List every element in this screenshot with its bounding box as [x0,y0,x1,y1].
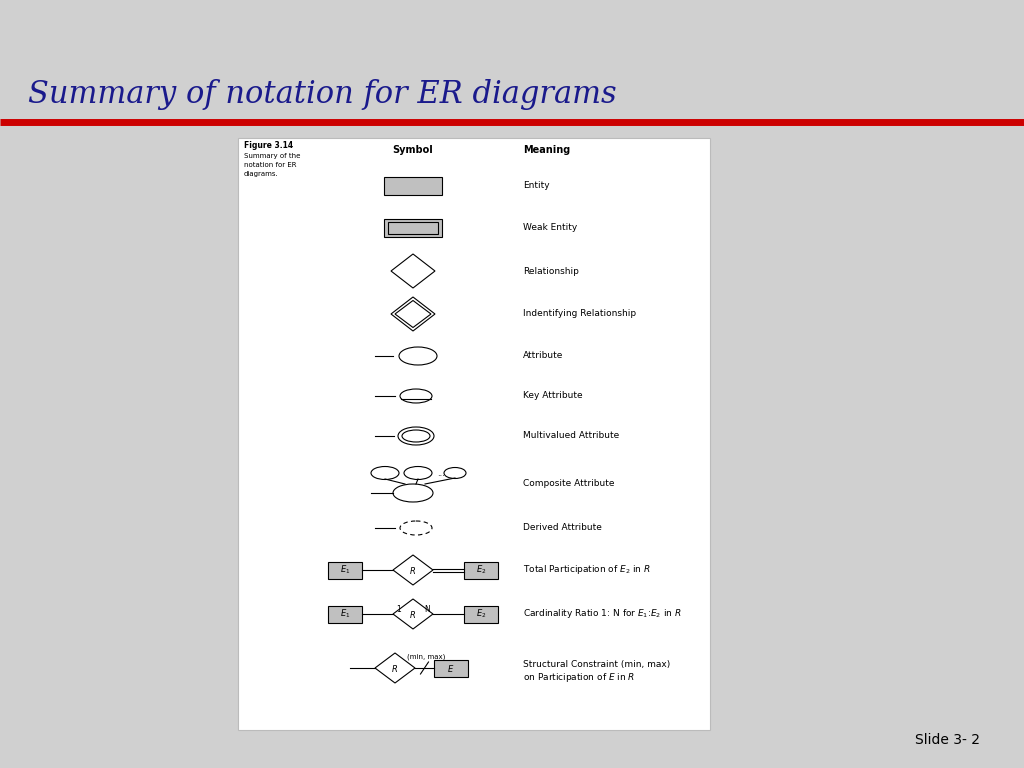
Text: $R$: $R$ [410,564,417,575]
Bar [464,605,498,623]
Text: Summary of the: Summary of the [244,153,300,159]
Ellipse shape [400,521,432,535]
Ellipse shape [393,484,433,502]
Text: $E_1$: $E_1$ [340,607,350,621]
Text: Composite Attribute: Composite Attribute [523,478,614,488]
Ellipse shape [404,466,432,479]
Ellipse shape [398,427,434,445]
Polygon shape [395,300,431,327]
Text: $E$: $E$ [447,663,455,674]
Text: N: N [424,604,430,614]
Bar [464,561,498,578]
Text: $E_2$: $E_2$ [476,564,486,576]
Text: Total Participation of $E_2$ in $R$: Total Participation of $E_2$ in $R$ [523,564,650,577]
Bar [238,138,710,730]
Polygon shape [393,599,433,629]
Text: Entity: Entity [523,181,550,190]
Text: Symbol: Symbol [392,145,433,155]
Polygon shape [391,254,435,288]
Text: Cardinality Ratio 1: N for $E_1$:$E_2$ in $R$: Cardinality Ratio 1: N for $E_1$:$E_2$ i… [523,607,682,621]
Text: $R$: $R$ [391,663,398,674]
Bar [328,561,362,578]
Text: Slide 3- 2: Slide 3- 2 [915,733,980,747]
Ellipse shape [399,347,437,365]
Ellipse shape [444,468,466,478]
Text: Figure 3.14: Figure 3.14 [244,141,293,150]
Text: Multivalued Attribute: Multivalued Attribute [523,432,620,441]
Text: Derived Attribute: Derived Attribute [523,524,602,532]
Text: $E_1$: $E_1$ [340,564,350,576]
Bar [384,219,442,237]
Ellipse shape [400,389,432,403]
Text: Indentifying Relationship: Indentifying Relationship [523,310,636,319]
Bar [328,605,362,623]
Bar [384,177,442,195]
Bar [388,222,438,234]
Bar [434,660,468,677]
Polygon shape [391,297,435,331]
Text: Meaning: Meaning [523,145,570,155]
Text: on Participation of $E$ in $R$: on Participation of $E$ in $R$ [523,670,635,684]
Text: notation for ER: notation for ER [244,162,297,168]
Text: (min, max): (min, max) [408,654,445,660]
Text: Attribute: Attribute [523,352,563,360]
Polygon shape [375,653,415,683]
Text: 1: 1 [396,604,401,614]
Text: Summary of notation for ER diagrams: Summary of notation for ER diagrams [28,80,616,111]
Polygon shape [393,555,433,585]
Text: Structural Constraint (min, max): Structural Constraint (min, max) [523,660,671,668]
Text: Weak Entity: Weak Entity [523,223,578,233]
Ellipse shape [402,430,430,442]
Text: ...: ... [437,468,444,478]
Text: diagrams.: diagrams. [244,171,279,177]
Text: Relationship: Relationship [523,266,579,276]
Text: Key Attribute: Key Attribute [523,392,583,400]
Ellipse shape [371,466,399,479]
Text: $R$: $R$ [410,608,417,620]
Text: $E_2$: $E_2$ [476,607,486,621]
